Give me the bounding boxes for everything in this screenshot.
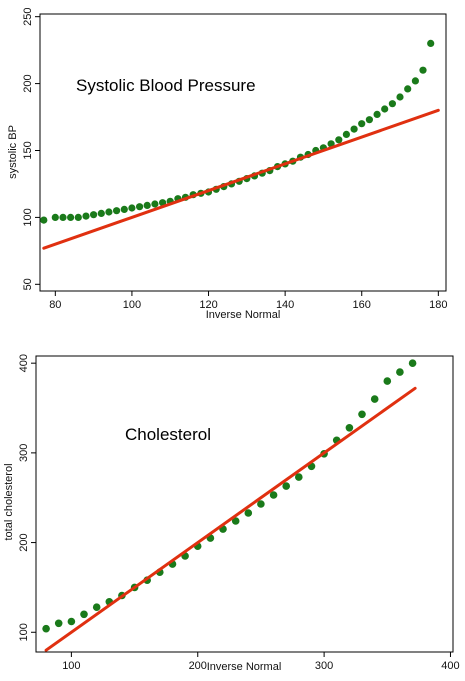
data-point: [335, 136, 343, 144]
data-point: [295, 473, 303, 481]
data-point: [350, 125, 358, 133]
y-tick-label: 100: [18, 623, 30, 641]
data-point: [345, 424, 354, 432]
data-point: [282, 482, 291, 490]
cholesterol-qq-plot: 100 200 300 400 100 200 300 400 Cholesterol In…: [3, 354, 460, 673]
x-tick-label: 140: [276, 299, 294, 311]
data-point: [80, 610, 88, 619]
plot-area-frame: [35, 355, 454, 653]
y-tick-label: 50: [22, 278, 34, 290]
data-point: [269, 491, 278, 499]
data-point: [373, 110, 381, 118]
plot-area-frame: [39, 13, 447, 292]
x-tick-label: 100: [62, 660, 80, 672]
data-point: [396, 93, 404, 101]
systolic-bp-qq-plot: 80 100 120 140 160 180 50 100 150 200 250 Systoli…: [7, 7, 448, 321]
x-tick-label: 160: [353, 299, 371, 311]
y-ticks-layer: 50 100 150 200 250: [22, 7, 40, 290]
y-axis-title: total cholesterol: [3, 463, 15, 540]
data-point: [54, 619, 63, 628]
x-axis-title: Inverse Normal: [207, 661, 282, 673]
data-point: [151, 200, 159, 208]
data-point: [370, 395, 379, 403]
x-ticks-layer: 80 100 120 140 160 180: [49, 291, 448, 311]
x-tick-label: 180: [429, 299, 447, 311]
y-tick-label: 400: [18, 354, 30, 372]
data-point: [383, 377, 392, 385]
y-ticks-layer: 100 200 300 400: [18, 354, 36, 641]
data-point: [82, 212, 90, 220]
data-point: [42, 624, 50, 633]
x-tick-label: 120: [199, 299, 217, 311]
reference-line: [44, 386, 417, 652]
x-tick-label: 200: [189, 660, 207, 672]
data-point: [59, 213, 67, 221]
y-tick-label: 300: [18, 444, 30, 462]
data-point: [408, 359, 417, 368]
data-point: [381, 105, 389, 113]
chart-title: Systolic Blood Pressure: [76, 76, 256, 95]
data-point: [404, 85, 412, 93]
data-point: [365, 116, 373, 124]
chart-title: Cholesterol: [125, 425, 211, 444]
data-point: [40, 216, 48, 224]
points-layer: [42, 359, 417, 633]
data-point: [427, 39, 435, 48]
data-point: [257, 500, 265, 508]
data-point: [90, 211, 98, 219]
x-tick-label: 400: [441, 660, 459, 672]
data-point: [51, 213, 59, 221]
x-ticks-layer: 100 200 300 400: [62, 652, 460, 672]
data-point: [105, 208, 113, 216]
y-tick-label: 150: [22, 141, 34, 159]
x-tick-label: 100: [123, 299, 141, 311]
x-tick-label: 300: [315, 660, 333, 672]
data-point: [231, 517, 240, 525]
data-point: [396, 368, 404, 376]
data-point: [120, 205, 128, 213]
y-tick-label: 200: [22, 74, 34, 92]
data-point: [411, 77, 419, 85]
reference-line: [42, 108, 440, 250]
data-point: [128, 204, 136, 212]
y-axis-title: systolic BP: [7, 125, 19, 179]
data-point: [358, 410, 366, 419]
data-point: [113, 207, 121, 215]
data-point: [97, 209, 105, 217]
data-point: [67, 617, 76, 626]
x-tick-label: 80: [49, 299, 61, 311]
data-point: [92, 603, 101, 611]
data-point: [67, 213, 75, 221]
data-point: [143, 201, 151, 209]
data-point: [74, 213, 82, 221]
y-tick-label: 250: [22, 7, 34, 25]
y-tick-label: 100: [22, 208, 34, 226]
data-point: [342, 130, 350, 138]
y-tick-label: 200: [18, 533, 30, 551]
data-point: [358, 120, 366, 128]
data-point: [388, 100, 396, 108]
data-point: [136, 203, 144, 211]
data-point: [419, 66, 427, 74]
data-point: [244, 509, 253, 517]
x-axis-title: Inverse Normal: [206, 309, 281, 321]
